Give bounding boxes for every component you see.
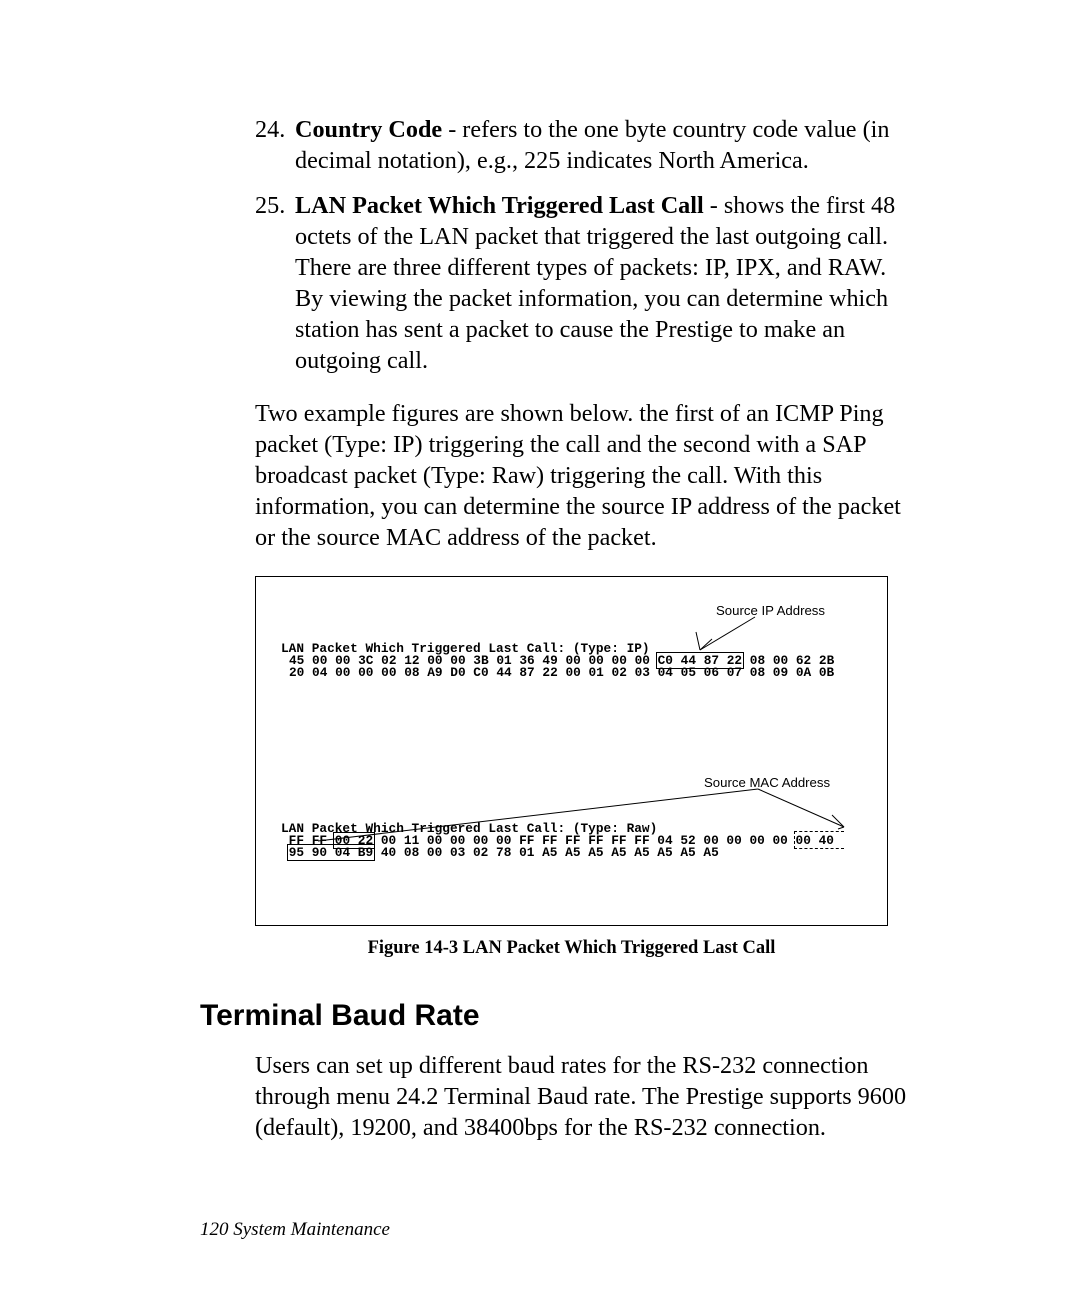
numbered-list: 24. Country Code - refers to the one byt… [255,115,920,377]
list-body: LAN Packet Which Triggered Last Call - s… [295,191,920,377]
list-term: LAN Packet Which Triggered Last Call [295,192,704,219]
list-number: 25. [255,191,295,377]
paragraph-examples: Two example figures are shown below. the… [255,399,920,554]
paragraph-baud: Users can set up different baud rates fo… [255,1051,920,1144]
list-item-24: 24. Country Code - refers to the one byt… [255,115,920,177]
list-text: - shows the first 48 octets of the LAN p… [295,192,895,374]
figure-14-3: Source IP Address LAN Packet Which Trigg… [255,576,888,926]
list-term: Country Code [295,116,442,143]
label-source-ip: Source IP Address [716,603,825,618]
pointer-line-ip [676,617,796,657]
page-content: 24. Country Code - refers to the one byt… [0,0,1080,1144]
list-item-25: 25. LAN Packet Which Triggered Last Call… [255,191,920,377]
list-number: 24. [255,115,295,177]
raw-line2: 95 90 04 B9 40 08 00 03 02 78 01 A5 A5 A… [281,845,719,860]
raw-highlight-box-3: 95 90 04 B9 [289,845,373,860]
pointer-line-mac [696,789,856,834]
heading-terminal-baud-rate: Terminal Baud Rate [200,999,920,1033]
page-footer: 120 System Maintenance [200,1219,390,1241]
ip-line2: 20 04 00 00 00 08 A9 D0 C0 44 87 22 00 0… [289,665,834,680]
label-source-mac: Source MAC Address [704,775,830,790]
figure-caption: Figure 14-3 LAN Packet Which Triggered L… [255,938,888,959]
raw-highlight-box-2: 00 40 [796,833,834,848]
list-body: Country Code - refers to the one byte co… [295,115,920,177]
